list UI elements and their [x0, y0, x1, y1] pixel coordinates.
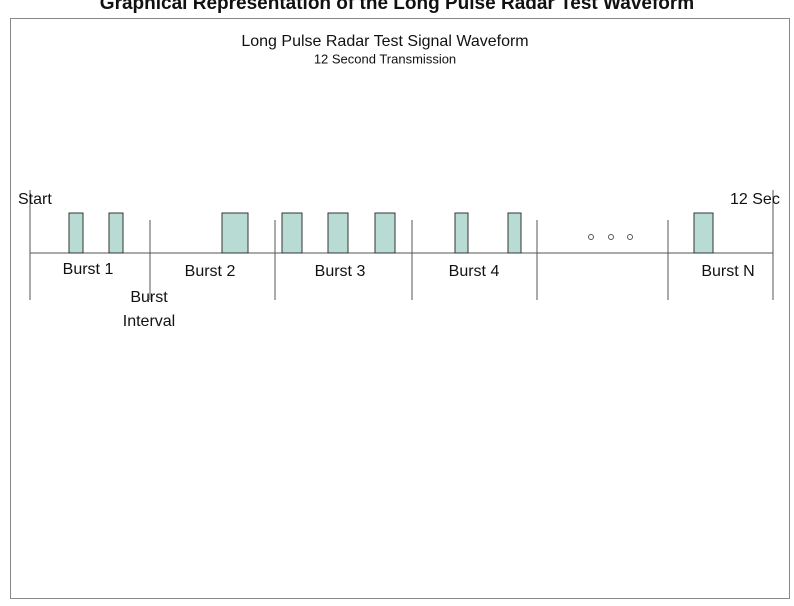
interval-label: Burst — [130, 289, 168, 306]
pulse — [454, 212, 469, 254]
burst-label: Burst N — [701, 263, 754, 280]
pulse — [693, 212, 714, 254]
end-label: 12 Sec — [730, 191, 780, 208]
interval-label: Interval — [123, 313, 175, 330]
pulse — [374, 212, 396, 254]
pulse — [507, 212, 522, 254]
diagram-subtitle: 12 Second Transmission — [314, 51, 456, 66]
dot — [627, 234, 633, 240]
burst-label: Burst 4 — [449, 263, 500, 280]
page-header: Graphical Representation of the Long Pul… — [100, 0, 694, 14]
timeline — [29, 190, 774, 300]
pulse — [281, 212, 303, 254]
dot — [588, 234, 594, 240]
pulses — [68, 212, 714, 254]
pulse — [221, 212, 249, 254]
burst-label: Burst 2 — [185, 263, 236, 280]
diagram-title: Long Pulse Radar Test Signal Waveform — [241, 33, 528, 50]
burst-label: Burst 1 — [63, 261, 114, 278]
pulse — [108, 212, 124, 254]
pulse — [327, 212, 349, 254]
burst-label: Burst 3 — [315, 263, 366, 280]
ellipsis — [588, 234, 633, 240]
pulse — [68, 212, 84, 254]
dot — [608, 234, 614, 240]
start-label: Start — [18, 191, 52, 208]
frame — [10, 18, 790, 599]
